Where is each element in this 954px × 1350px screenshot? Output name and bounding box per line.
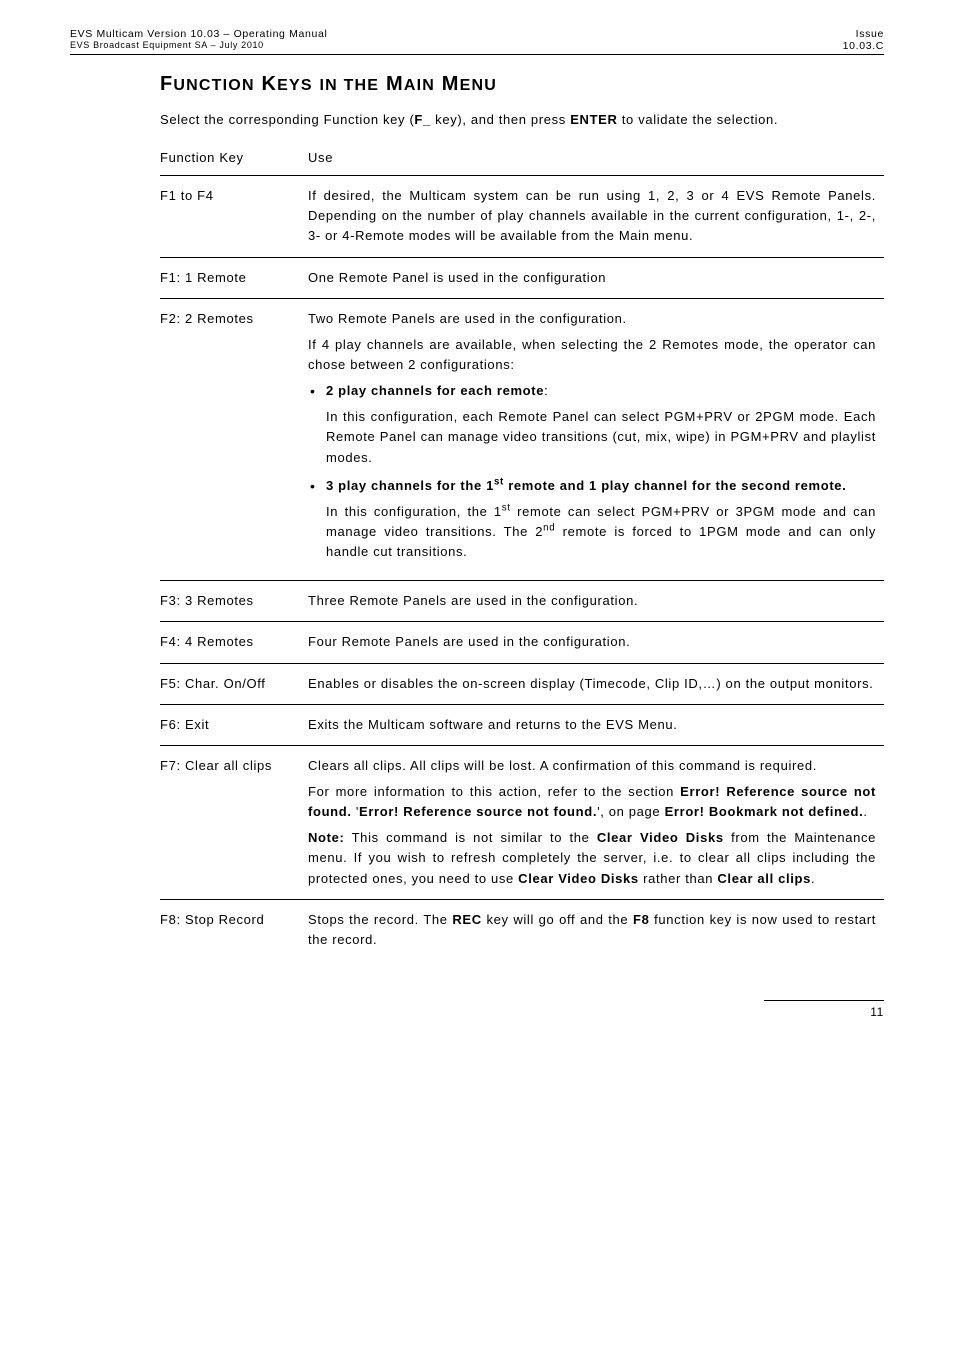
cell-key: F1 to F4: [160, 176, 308, 257]
cell-use: Three Remote Panels are used in the conf…: [308, 581, 884, 622]
title-w4a: M: [386, 73, 404, 95]
cell-key: F7: Clear all clips: [160, 745, 308, 899]
r2-b2b: remote and 1 play channel for the second…: [504, 478, 847, 493]
title-w5a: M: [442, 73, 460, 95]
intro-text: Select the corresponding Function key (F…: [160, 110, 884, 130]
r2-bullets: 2 play channels for each remote:: [308, 381, 876, 401]
header-right-line2: 10.03.C: [843, 40, 884, 52]
title-w2a: K: [261, 73, 277, 95]
table-header-row: Function Key Use: [160, 144, 884, 176]
col-header-key: Function Key: [160, 144, 308, 176]
intro-enter: ENTER: [570, 112, 617, 127]
r2-p1: Two Remote Panels are used in the config…: [308, 309, 876, 329]
header-left: EVS Multicam Version 10.03 – Operating M…: [70, 28, 327, 52]
r2-p2: If 4 play channels are available, when s…: [308, 335, 876, 375]
r7-p1: Clears all clips. All clips will be lost…: [308, 756, 876, 776]
r7-p3a: Note:: [308, 830, 344, 845]
r2-b2-sub: In this configuration, the 1st remote ca…: [326, 502, 876, 562]
r2-b2a: 3 play channels for the 1: [326, 478, 494, 493]
cell-use: Clears all clips. All clips will be lost…: [308, 745, 884, 899]
cell-key: F3: 3 Remotes: [160, 581, 308, 622]
r7-p2b2: Error! Reference source not found.: [359, 804, 597, 819]
header-left-line2: EVS Broadcast Equipment SA – July 2010: [70, 40, 327, 50]
title-w5b: ENU: [460, 77, 497, 94]
r7-p2d: .: [863, 804, 867, 819]
r8-a: Stops the record. The: [308, 912, 452, 927]
r8-b: REC: [452, 912, 481, 927]
r7-p3g: Clear all clips: [717, 871, 811, 886]
cell-use: Stops the record. The REC key will go of…: [308, 899, 884, 960]
section-title: FUNCTION KEYS IN THE MAIN MENU: [160, 73, 884, 96]
table-row: F8: Stop Record Stops the record. The RE…: [160, 899, 884, 960]
r7-p3b: This command is not similar to the: [344, 830, 596, 845]
table-row: F7: Clear all clips Clears all clips. Al…: [160, 745, 884, 899]
r7-p3c: Clear Video Disks: [597, 830, 724, 845]
title-w4b: AIN: [404, 77, 435, 94]
r8-d: F8: [633, 912, 649, 927]
table-row: F4: 4 Remotes Four Remote Panels are use…: [160, 622, 884, 663]
r2-b2sub-a: In this configuration, the 1: [326, 504, 502, 519]
table-row: F5: Char. On/Off Enables or disables the…: [160, 663, 884, 704]
cell-key: F8: Stop Record: [160, 899, 308, 960]
table-row: F1: 1 Remote One Remote Panel is used in…: [160, 257, 884, 298]
title-w1b: UNCTION: [173, 77, 254, 94]
cell-use: Exits the Multicam software and returns …: [308, 704, 884, 745]
cell-use: Four Remote Panels are used in the confi…: [308, 622, 884, 663]
cell-key: F6: Exit: [160, 704, 308, 745]
r2-b2-label: 3 play channels for the 1st remote and 1…: [326, 478, 846, 493]
r2-bullets-2: 3 play channels for the 1st remote and 1…: [308, 476, 876, 496]
header-left-line1: EVS Multicam Version 10.03 – Operating M…: [70, 28, 327, 40]
r7-p3e: Clear Video Disks: [518, 871, 639, 886]
title-w2b: EYS: [277, 77, 313, 94]
cell-key: F1: 1 Remote: [160, 257, 308, 298]
table-row: F3: 3 Remotes Three Remote Panels are us…: [160, 581, 884, 622]
table-row: F6: Exit Exits the Multicam software and…: [160, 704, 884, 745]
page-content: FUNCTION KEYS IN THE MAIN MENU Select th…: [160, 73, 884, 960]
table-row: F1 to F4 If desired, the Multicam system…: [160, 176, 884, 257]
header-right: Issue 10.03.C: [843, 28, 884, 52]
title-w3: IN THE: [320, 77, 380, 94]
r8-c: key will go off and the: [482, 912, 633, 927]
intro-f: F_: [414, 112, 430, 127]
cell-use: Enables or disables the on-screen displa…: [308, 663, 884, 704]
header-right-line1: Issue: [843, 28, 884, 40]
r2-b1-sub: In this configuration, each Remote Panel…: [326, 407, 876, 467]
r2-b2sub-sup2: nd: [543, 523, 555, 534]
r2-b1-colon: :: [544, 383, 548, 398]
intro-pre: Select the corresponding Function key (: [160, 112, 414, 127]
cell-key: F2: 2 Remotes: [160, 298, 308, 581]
r7-p2a: For more information to this action, ref…: [308, 784, 680, 799]
header-rule: [70, 54, 884, 55]
r7-p3f: rather than: [639, 871, 718, 886]
cell-use: If desired, the Multicam system can be r…: [308, 176, 884, 257]
table-row: F2: 2 Remotes Two Remote Panels are used…: [160, 298, 884, 581]
cell-key: F4: 4 Remotes: [160, 622, 308, 663]
cell-use: Two Remote Panels are used in the config…: [308, 298, 884, 581]
page-number: 11: [70, 1001, 884, 1019]
r2-bullet-1: 2 play channels for each remote:: [308, 381, 876, 401]
r7-p3h: .: [811, 871, 815, 886]
title-w1a: F: [160, 73, 173, 95]
col-header-use: Use: [308, 144, 884, 176]
r2-b2sup: st: [494, 476, 504, 487]
cell-use: One Remote Panel is used in the configur…: [308, 257, 884, 298]
r7-p2c: ', on page: [597, 804, 664, 819]
function-key-table: Function Key Use F1 to F4 If desired, th…: [160, 144, 884, 960]
intro-post: to validate the selection.: [618, 112, 779, 127]
intro-mid: key), and then press: [431, 112, 570, 127]
r7-p3: Note: This command is not similar to the…: [308, 828, 876, 888]
r7-p2b3: Error! Bookmark not defined.: [665, 804, 864, 819]
page-header: EVS Multicam Version 10.03 – Operating M…: [70, 28, 884, 54]
r7-p2: For more information to this action, ref…: [308, 782, 876, 822]
r2-bullet-2: 3 play channels for the 1st remote and 1…: [308, 476, 876, 496]
cell-key: F5: Char. On/Off: [160, 663, 308, 704]
r7-p2mid: ': [352, 804, 359, 819]
r2-b1-label: 2 play channels for each remote: [326, 383, 544, 398]
r2-b2sub-sup1: st: [502, 503, 511, 514]
